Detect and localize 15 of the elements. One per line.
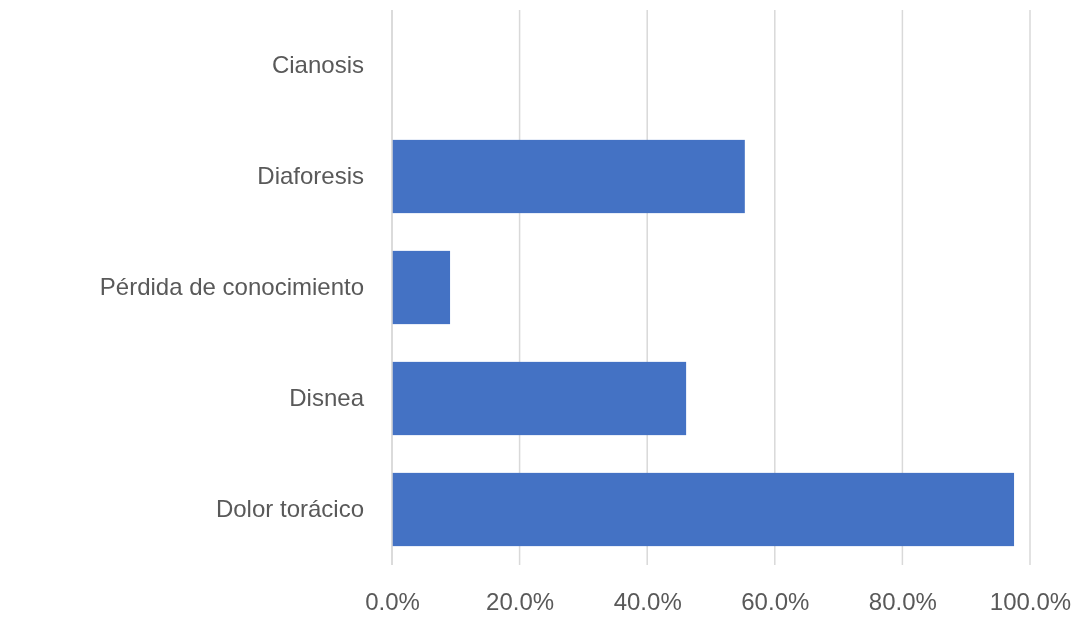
x-tick-label: 60.0% (741, 588, 810, 616)
x-tick-label: 100.0% (989, 588, 1072, 616)
y-tick-label: Dolor torácico (215, 495, 364, 523)
bar (392, 472, 1015, 547)
y-tick-label: Disnea (289, 384, 365, 412)
y-tick-label: Pérdida de conocimiento (99, 273, 364, 301)
y-tick-label: Diaforesis (257, 162, 364, 190)
x-tick-label: 20.0% (486, 588, 555, 616)
bar (392, 139, 745, 214)
bar (392, 361, 687, 436)
bar (392, 250, 451, 325)
x-tick-label: 80.0% (868, 588, 937, 616)
x-tick-label: 0.0% (365, 588, 420, 616)
x-tick-label: 40.0% (613, 588, 682, 616)
y-tick-label: Cianosis (271, 51, 364, 79)
